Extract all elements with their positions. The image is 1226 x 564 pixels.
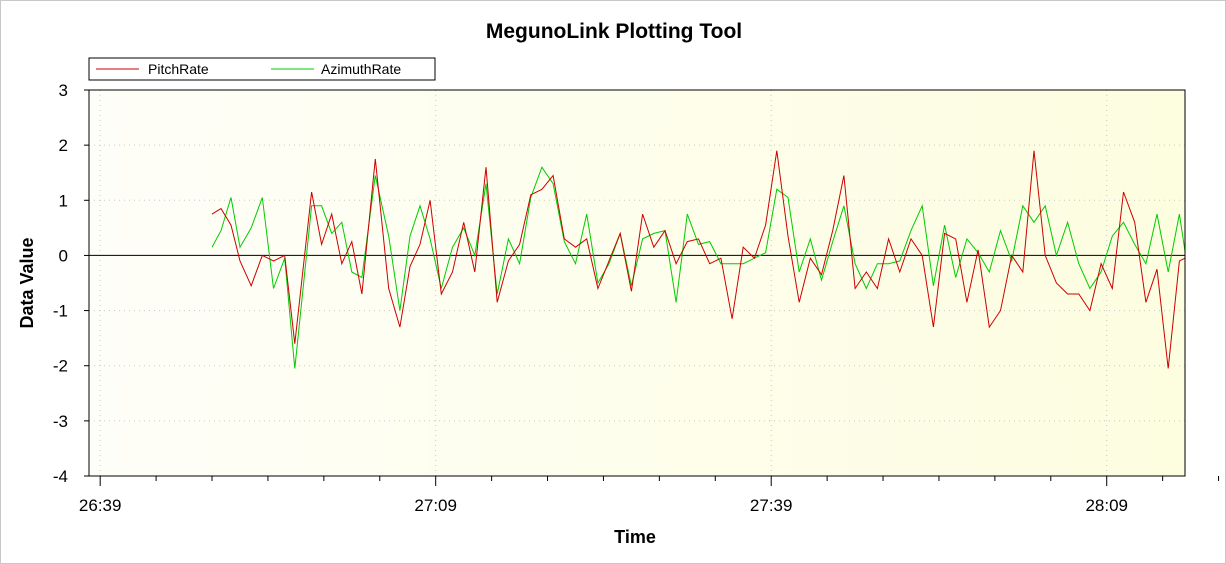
y-tick-label: -4 <box>53 467 68 486</box>
series-line-pitchrate <box>211 150 1185 369</box>
y-tick-label: -1 <box>53 302 68 321</box>
legend-label-azimuthrate: AzimuthRate <box>321 61 401 77</box>
y-tick-label: -2 <box>53 357 68 376</box>
x-tick-label: 27:09 <box>414 496 457 515</box>
y-axis-label: Data Value <box>17 237 37 328</box>
x-tick-label: 27:39 <box>750 496 793 515</box>
x-tick-label: 26:39 <box>79 496 122 515</box>
x-tick-label: 28:09 <box>1085 496 1128 515</box>
y-axis: 3 2 1 0 -1 -2 -3 -4 <box>53 81 89 486</box>
series-line-azimuthrate <box>211 166 1185 369</box>
plot-area <box>89 90 1185 476</box>
series-layer <box>211 150 1185 369</box>
legend-label-pitchrate: PitchRate <box>148 61 209 77</box>
y-tick-label: 1 <box>59 191 68 210</box>
plot-frame <box>88 89 1186 477</box>
chart-title: MegunoLink Plotting Tool <box>486 20 742 43</box>
y-tick-label: 3 <box>59 81 68 100</box>
y-tick-label: 2 <box>59 136 68 155</box>
y-tick-label: 0 <box>59 246 68 265</box>
legend: PitchRate AzimuthRate <box>88 57 436 81</box>
legend-box <box>88 57 436 81</box>
y-tick-label: -3 <box>53 412 68 431</box>
x-axis-label: Time <box>614 527 656 547</box>
